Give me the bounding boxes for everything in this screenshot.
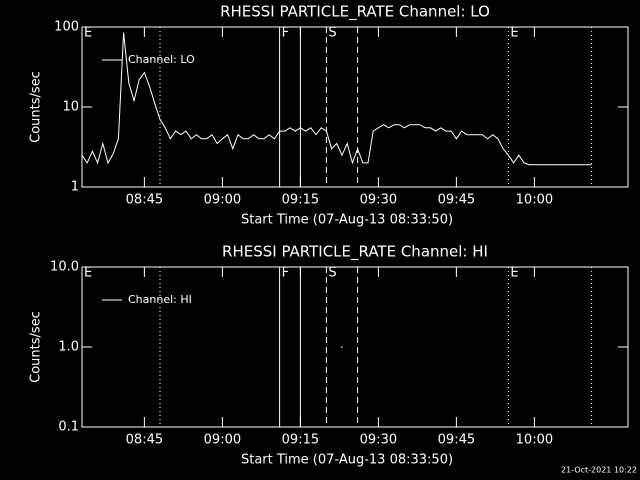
x-tick-label: 09:30 [360, 433, 397, 448]
event-label: F [282, 266, 289, 281]
data-point [341, 346, 343, 348]
chart-title: RHESSI PARTICLE_RATE Channel: HI [222, 243, 488, 262]
y-tick-label: 1.0 [58, 340, 79, 355]
legend-label: Channel: HI [128, 293, 192, 306]
event-label: E [84, 266, 92, 281]
plot-frame [81, 26, 629, 188]
x-tick-label: 09:00 [204, 433, 241, 448]
x-tick-label: 09:45 [438, 433, 475, 448]
x-tick-label: 09:30 [360, 193, 397, 208]
y-axis-label: Counts/sec [29, 311, 44, 383]
y-tick-label: 10.0 [50, 260, 79, 275]
y-tick-label: 1 [71, 180, 79, 195]
x-tick-label: 08:45 [126, 193, 163, 208]
y-tick-label: 100 [54, 20, 79, 35]
event-label: S [328, 26, 336, 41]
plot-frame [81, 266, 629, 428]
x-tick-label: 10:00 [516, 433, 553, 448]
x-axis-label: Start Time (07-Aug-13 08:33:50) [241, 213, 453, 228]
chart-title: RHESSI PARTICLE_RATE Channel: LO [220, 3, 490, 22]
data-line [81, 32, 592, 166]
event-label: E [510, 266, 518, 281]
event-label: S [328, 266, 336, 281]
event-label: E [510, 26, 518, 41]
footer: 21-Oct-2021 10:22 [561, 466, 637, 475]
x-axis-label: Start Time (07-Aug-13 08:33:50) [241, 453, 453, 468]
y-axis-label: Counts/sec [29, 71, 44, 143]
x-tick-label: 09:15 [282, 433, 319, 448]
x-tick-label: 09:15 [282, 193, 319, 208]
event-label: E [84, 26, 92, 41]
legend-label: Channel: LO [128, 53, 195, 66]
x-tick-label: 09:00 [204, 193, 241, 208]
x-tick-label: 08:45 [126, 433, 163, 448]
y-tick-label: 0.1 [58, 420, 79, 435]
y-tick-label: 10 [62, 100, 79, 115]
x-tick-label: 09:45 [438, 193, 475, 208]
event-label: F [282, 26, 289, 41]
x-tick-label: 10:00 [516, 193, 553, 208]
